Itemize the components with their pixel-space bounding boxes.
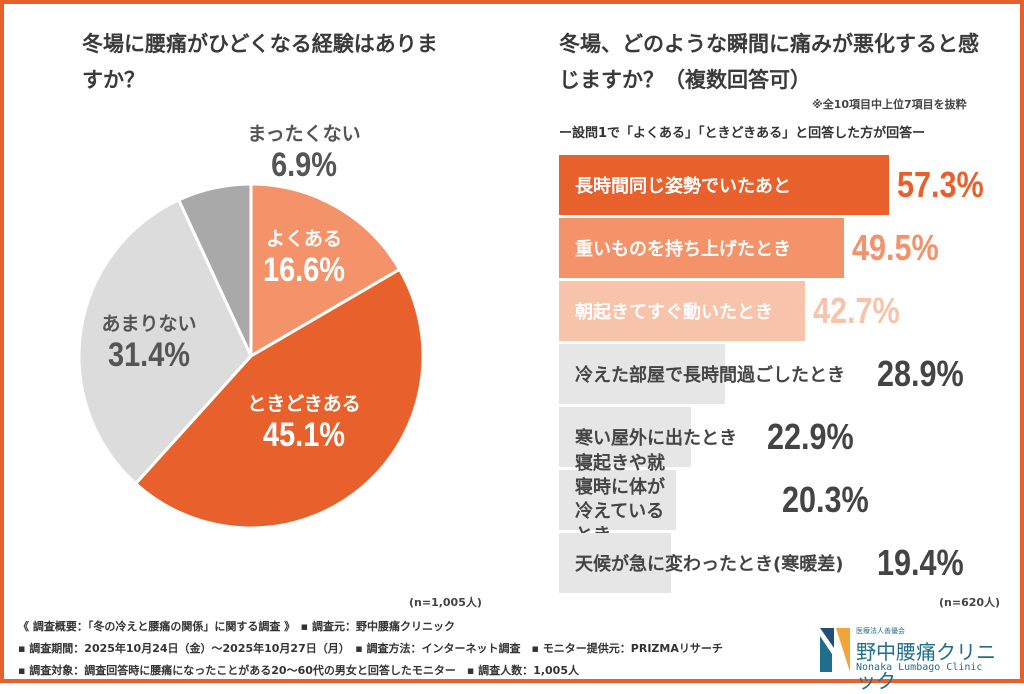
logo-mark-icon [820,628,850,672]
bar: 寒い屋外に出たとき [559,407,737,467]
bar-label: 長時間同じ姿勢でいたあと [575,176,791,197]
pie-label: よくある 16.6% [214,224,394,290]
pie-value: 45.1% [263,416,345,454]
bar-value: 42.7% [812,290,900,331]
bar-value: 20.3% [782,479,869,520]
bar-label: 冷えた部屋で長時間過ごしたとき [575,365,845,386]
pie-title: 冬場に腰痛がひどくなる経験はありますか？ [82,32,438,92]
logo-small: 医療法人善優会 [856,627,905,635]
pie-chart [77,182,425,530]
bar-label: 重いものを持ち上げたとき [575,239,791,260]
footer-line: ▪ 調査対象：調査回答時に腰痛になったことがある20～60代の男女と回答したモニ… [18,664,579,677]
bar-value: 22.9% [767,416,854,457]
bar-title: 冬場、どのような瞬間に痛みが悪化すると感じますか？（複数回答可） [559,32,979,92]
bar: 冷えた部屋で長時間過ごしたとき [559,344,845,404]
pie-category: よくある [265,228,342,250]
pie-value: 16.6% [263,251,345,289]
bar: 寝起きや就寝時に体が冷えているとき [559,453,676,546]
footer-line: ▪ 調査期間：2025年10月24日（金）～2025年10月27日（月） ▪ 調… [18,642,723,655]
bar-note: ※全10項目中上位7項目を抜粋 [812,98,967,111]
pie-n: (n=1,005人) [409,596,482,609]
bar-value: 57.3% [897,164,984,205]
pie-slice [249,182,402,359]
pie-value: 6.9% [271,146,337,184]
bar: 長時間同じ姿勢でいたあと [559,155,890,215]
pie-category: まったくない [247,123,361,145]
bar-label: 朝起きてすぐ動いたとき [575,302,773,323]
pie-label: あまりない 31.4% [59,309,239,375]
bar-value: 49.5% [852,227,939,268]
bar-label: 寝起きや就寝時に体が冷えているとき [575,453,665,546]
footer-line: 《 調査概要：「冬の冷えと腰痛の関係」に関する調査 》 ▪ 調査元：野中腰痛クリ… [18,620,455,633]
bar-label: 天候が急に変わったとき(寒暖差) [575,554,844,575]
logo-en: Nonaka Lumbago Clinic [856,662,983,673]
bar: 重いものを持ち上げたとき [559,218,845,278]
survey-footer: 《 調査概要：「冬の冷えと腰痛の関係」に関する調査 》 ▪ 調査元：野中腰痛クリ… [18,616,723,682]
pie-value: 31.4% [108,336,190,374]
clinic-logo: 医療法人善優会 野中腰痛クリニック Nonaka Lumbago Clinic [820,626,1015,693]
bar: 天候が急に変わったとき(寒暖差) [559,533,843,593]
bar: 朝起きてすぐ動いたとき [559,281,805,341]
pie-category: ときどきある [247,393,361,415]
bar-value: 19.4% [877,542,964,583]
pie-label: まったくない 6.9% [214,119,394,185]
bar-n: (n=620人) [939,596,1001,609]
bar-value: 28.9% [877,353,964,394]
pie-category: あまりない [101,313,197,335]
pie-label: ときどきある 45.1% [214,389,394,455]
bar-label: 寒い屋外に出たとき [575,428,737,449]
pie-slice [133,267,425,530]
pie-slice [77,197,253,486]
bar-subtitle: ー設問1で「よくある」「ときどきある」と回答した方が回答ー [559,126,926,141]
pie-slice [176,182,253,357]
